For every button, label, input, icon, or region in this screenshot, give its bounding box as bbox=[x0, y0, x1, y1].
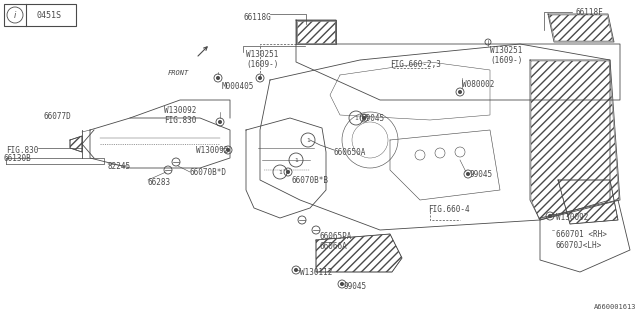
Text: 66065PA: 66065PA bbox=[320, 232, 353, 241]
Circle shape bbox=[227, 148, 230, 152]
Circle shape bbox=[362, 116, 365, 120]
Text: 1: 1 bbox=[306, 138, 310, 142]
Text: A660001613: A660001613 bbox=[593, 304, 636, 310]
Polygon shape bbox=[316, 234, 402, 272]
Text: 66070B*B: 66070B*B bbox=[292, 176, 329, 185]
Text: W130092: W130092 bbox=[196, 146, 228, 155]
Polygon shape bbox=[558, 180, 618, 224]
Text: W130251: W130251 bbox=[246, 50, 278, 59]
Circle shape bbox=[216, 76, 220, 80]
Text: 99045: 99045 bbox=[470, 170, 493, 179]
Text: 66118F: 66118F bbox=[575, 8, 603, 17]
Polygon shape bbox=[70, 136, 82, 152]
Circle shape bbox=[218, 120, 221, 124]
Circle shape bbox=[259, 76, 262, 80]
Text: 66077D: 66077D bbox=[44, 112, 72, 121]
Polygon shape bbox=[297, 21, 335, 43]
Text: (1609-): (1609-) bbox=[490, 56, 522, 65]
Text: FRONT: FRONT bbox=[168, 70, 189, 76]
Circle shape bbox=[548, 214, 552, 218]
Text: FIG.660-2,3: FIG.660-2,3 bbox=[390, 60, 441, 69]
Circle shape bbox=[287, 170, 290, 173]
Text: (1609-): (1609-) bbox=[246, 60, 278, 69]
Text: FIG.830: FIG.830 bbox=[164, 116, 196, 125]
Circle shape bbox=[294, 268, 298, 272]
Text: 0451S: 0451S bbox=[36, 11, 61, 20]
Text: 66118G: 66118G bbox=[244, 13, 272, 22]
Text: W130092: W130092 bbox=[164, 106, 196, 115]
Polygon shape bbox=[549, 15, 613, 41]
Text: W130092: W130092 bbox=[556, 213, 588, 222]
Text: 660701 <RH>: 660701 <RH> bbox=[556, 230, 607, 239]
Text: FIG.660-4: FIG.660-4 bbox=[428, 205, 470, 214]
Text: M000405: M000405 bbox=[222, 82, 254, 91]
Bar bbox=[4, 4, 76, 26]
Text: 66283: 66283 bbox=[148, 178, 171, 187]
Text: i: i bbox=[14, 11, 16, 20]
Circle shape bbox=[340, 282, 344, 285]
Text: 660650A: 660650A bbox=[334, 148, 366, 157]
Text: 1: 1 bbox=[294, 157, 298, 163]
Circle shape bbox=[467, 172, 470, 176]
Text: 66066A: 66066A bbox=[320, 242, 348, 251]
Text: 66070J<LH>: 66070J<LH> bbox=[556, 241, 602, 250]
Text: 99045: 99045 bbox=[362, 114, 385, 123]
Text: 82245: 82245 bbox=[108, 162, 131, 171]
Text: 66070B*D: 66070B*D bbox=[190, 168, 227, 177]
Text: 66130B: 66130B bbox=[4, 154, 32, 163]
Text: W080002: W080002 bbox=[462, 80, 494, 89]
Text: 1: 1 bbox=[278, 170, 282, 174]
Text: 99045: 99045 bbox=[344, 282, 367, 291]
Circle shape bbox=[458, 90, 461, 93]
Text: 1: 1 bbox=[354, 116, 358, 121]
Text: W130251: W130251 bbox=[490, 46, 522, 55]
Text: W130112: W130112 bbox=[300, 268, 332, 277]
Polygon shape bbox=[531, 61, 619, 219]
Text: FIG.830: FIG.830 bbox=[6, 146, 38, 155]
